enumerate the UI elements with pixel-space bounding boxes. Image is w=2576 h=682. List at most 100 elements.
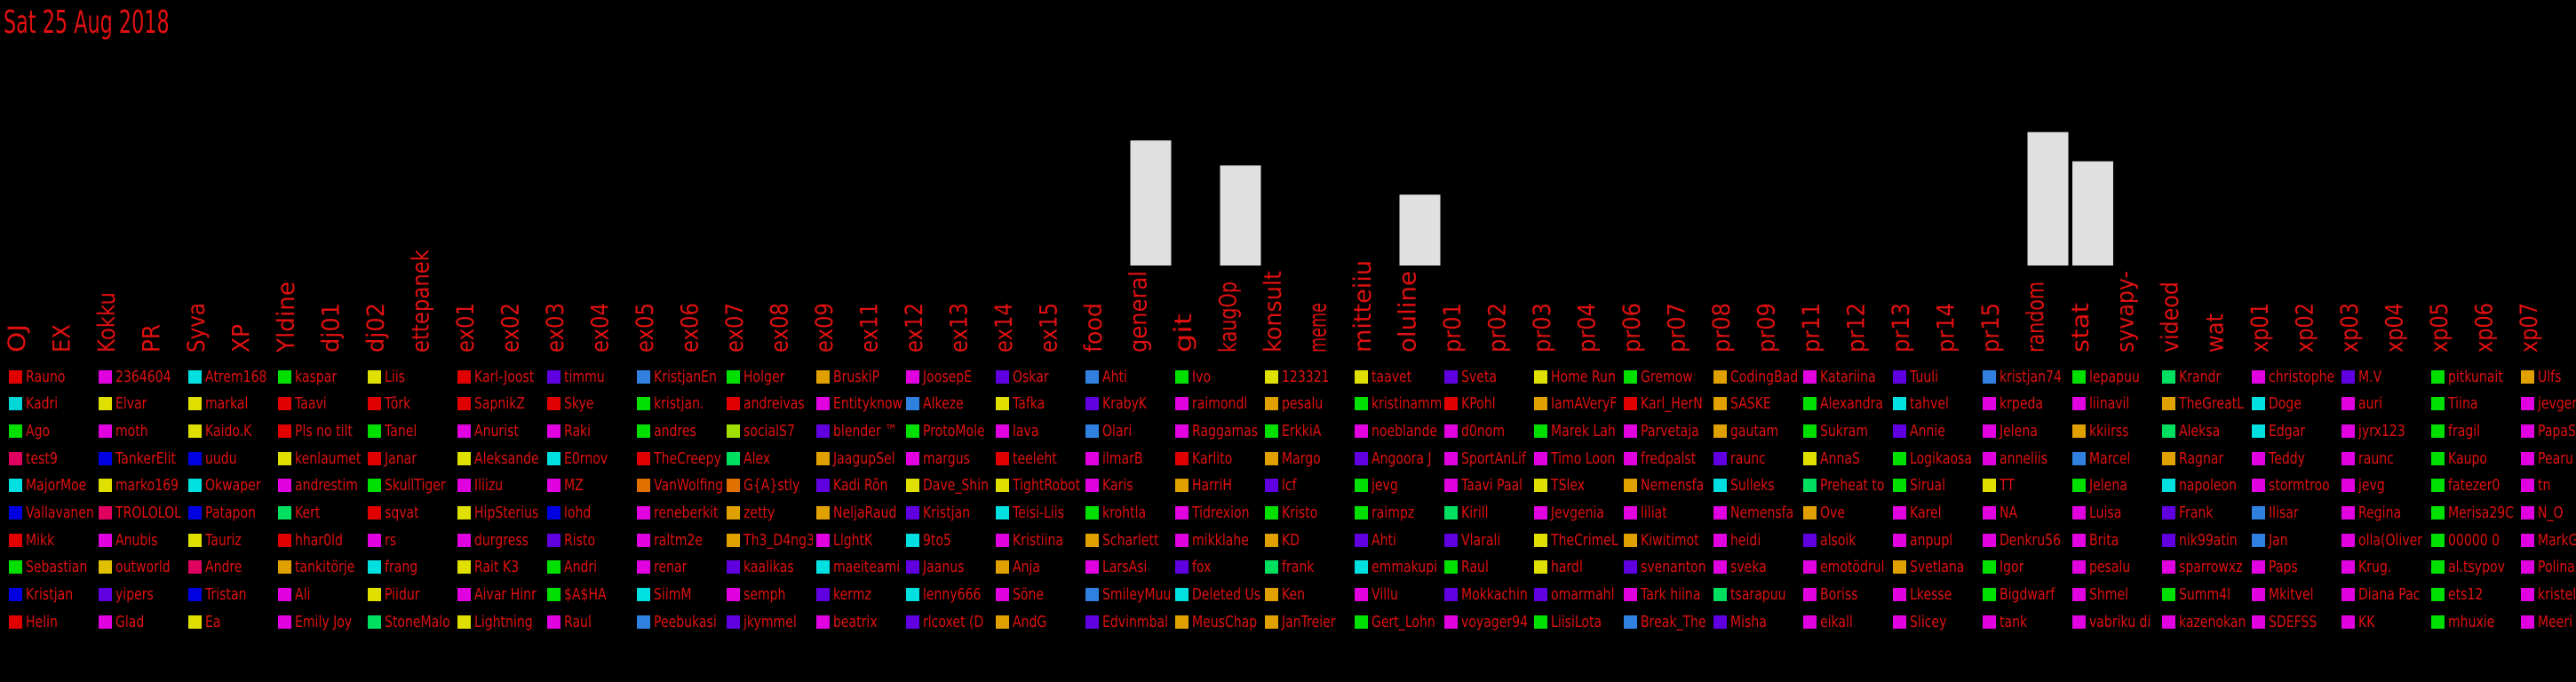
legend-item: beatrix (816, 611, 902, 632)
legend-label: SkullTiger (385, 476, 446, 496)
legend-label: hhar0ld (295, 530, 343, 550)
legend-item: Ali (278, 584, 364, 606)
legend-item: Villu (1355, 584, 1441, 606)
legend-item: MZ (547, 475, 633, 496)
legend-item: tank (1983, 611, 2069, 632)
x-tick-label: meme (1305, 303, 1332, 353)
legend-label: Karlito (1192, 448, 1233, 468)
legend-item: TROLOLOL (99, 503, 185, 524)
legend-label: M.V (2358, 367, 2382, 386)
legend-item: SportAnLif (1444, 448, 1530, 469)
legend-item: Break_The (1624, 611, 1710, 632)
legend-swatch (1624, 560, 1637, 575)
legend-swatch (1534, 588, 1547, 602)
legend-label: Janar (385, 448, 417, 468)
legend-item: Diana Pac (2341, 584, 2428, 606)
legend-item: stormtroo (2252, 475, 2338, 496)
legend-label: pesalu (2089, 558, 2131, 577)
legend-label: ProtoMole (923, 421, 985, 440)
legend-label: rs (385, 530, 397, 550)
legend-item: ProtoMole (906, 420, 992, 441)
legend-swatch (278, 560, 291, 575)
legend-label: Ulfs (2538, 367, 2562, 386)
legend-item: al.tsypov (2431, 557, 2517, 578)
legend-swatch (2072, 506, 2086, 519)
legend-item: Teddy (2252, 448, 2338, 469)
legend-swatch (547, 424, 561, 438)
legend-item: Kaido.K (188, 420, 274, 441)
legend-label: E0rnov (564, 448, 608, 468)
legend-swatch (1444, 479, 1458, 493)
legend-item: Raggamas (1175, 420, 1261, 441)
legend-item: AndG (996, 611, 1082, 632)
legend-swatch (278, 506, 291, 519)
legend-item: rs (368, 529, 454, 551)
legend-label: omarmahl (1551, 585, 1615, 605)
legend-item: LiisiLota (1534, 611, 1620, 632)
legend-item: svenanton (1624, 557, 1710, 578)
legend-label: kermz (833, 585, 871, 605)
legend-label: anneliis (2000, 448, 2048, 468)
legend-label: Misha (1730, 612, 1767, 631)
x-tick-label: ettepanek (408, 250, 435, 353)
legend-swatch (278, 424, 291, 438)
legend-item: Piidur (368, 584, 454, 606)
legend-label: 9to5 (923, 530, 951, 550)
legend-swatch (2521, 615, 2534, 629)
legend-label: MeusChap (1192, 612, 1258, 631)
x-tick-label: pr02 (1484, 303, 1512, 353)
legend-label: Karl-Joost (474, 367, 535, 386)
legend-swatch (637, 615, 650, 629)
legend-label: hardl (1551, 558, 1583, 577)
legend-label: Angoora J (1371, 448, 1432, 468)
bar-kaugOp (1220, 165, 1261, 266)
legend-item: Tuuli (1893, 366, 1979, 387)
legend-swatch (1624, 506, 1637, 519)
x-tick-label: xp05 (2426, 303, 2453, 353)
legend-swatch (2431, 451, 2445, 465)
legend-swatch (1085, 506, 1099, 519)
x-tick-label: ex14 (990, 303, 1018, 353)
legend-swatch (1713, 479, 1727, 493)
legend-label: JaagupSel (833, 448, 895, 468)
legend-item: tankitörje (278, 557, 364, 578)
legend-item: omarmahl (1534, 584, 1620, 606)
legend-swatch (1713, 560, 1727, 575)
legend-item: SASKE (1713, 393, 1800, 415)
legend-item: TightRobot (996, 475, 1082, 496)
legend-swatch (2431, 560, 2445, 575)
legend-label: tank (2000, 612, 2028, 631)
legend-item: Kaupo (2431, 448, 2517, 469)
legend-swatch (9, 533, 22, 547)
legend-label: Alexandra (1820, 394, 1884, 414)
legend-swatch (2162, 424, 2175, 438)
legend-label: Liis (385, 367, 405, 386)
legend-item: Nemensfa (1713, 503, 1800, 524)
legend-label: StoneMalo (385, 612, 450, 631)
legend-swatch (1803, 369, 1817, 384)
legend-swatch (1713, 533, 1727, 547)
legend-swatch (906, 533, 919, 547)
legend-label: blender ™ (833, 421, 898, 440)
legend-item: Alkeze (906, 393, 992, 415)
legend-item: lcf (1265, 475, 1351, 496)
legend-label: outworld (115, 558, 171, 577)
legend-swatch (1713, 451, 1727, 465)
legend-swatch (2521, 533, 2534, 547)
legend-label: Brita (2089, 530, 2119, 550)
legend-item: Boriss (1803, 584, 1889, 606)
legend-item: Rait K3 (457, 557, 544, 578)
x-tick-label: ex02 (497, 303, 525, 353)
legend-label: Kirill (1461, 504, 1489, 522)
legend-label: Break_The (1641, 612, 1706, 631)
legend-swatch (1355, 424, 1368, 438)
legend-label: Scharlett (1102, 530, 1159, 550)
legend-item: Jelena (2072, 475, 2159, 496)
legend-swatch (1175, 451, 1189, 465)
legend-swatch (906, 560, 919, 575)
legend-swatch (2341, 533, 2355, 547)
legend-swatch (1624, 479, 1637, 493)
legend-label: Nemensfa (1641, 476, 1705, 496)
legend-swatch (9, 424, 22, 438)
legend-swatch (1803, 533, 1817, 547)
